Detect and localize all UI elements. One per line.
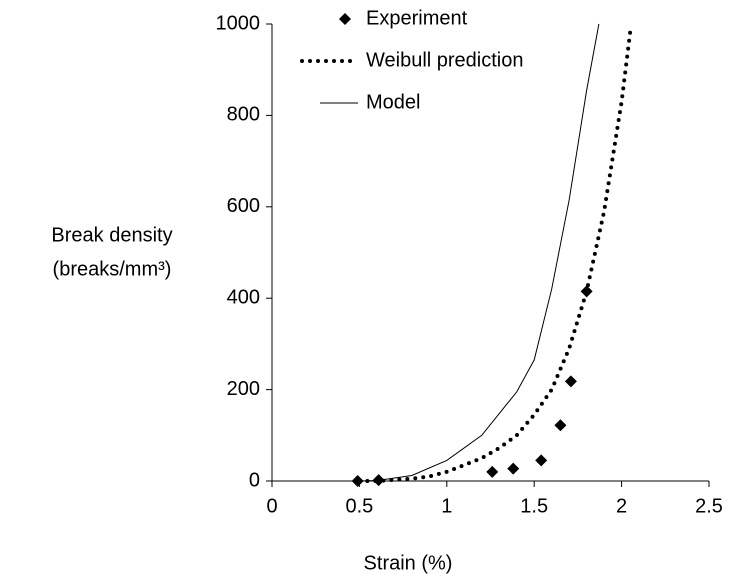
x-tick-label: 0	[266, 495, 277, 517]
legend-label: Experiment	[366, 7, 468, 29]
x-tick-label: 0.5	[345, 495, 373, 517]
y-tick-label: 1000	[216, 12, 261, 34]
y-axis-label: (breaks/mm³)	[53, 258, 172, 280]
x-axis-label: Strain (%)	[364, 552, 453, 574]
y-tick-label: 800	[227, 104, 260, 126]
y-axis-label: Break density	[51, 224, 172, 246]
data-point	[564, 375, 577, 388]
x-tick-label: 1.5	[520, 495, 548, 517]
data-point	[535, 454, 548, 467]
series-line	[272, 23, 600, 482]
legend-marker	[339, 13, 351, 25]
y-tick-label: 600	[227, 195, 260, 217]
y-tick-label: 200	[227, 378, 260, 400]
data-point	[554, 419, 567, 432]
x-tick-label: 2	[616, 495, 627, 517]
x-tick-label: 2.5	[695, 495, 723, 517]
data-point	[486, 465, 499, 478]
data-point	[507, 462, 520, 475]
x-tick-label: 1	[441, 495, 452, 517]
legend-label: Model	[366, 91, 420, 113]
y-tick-label: 400	[227, 286, 260, 308]
legend-label: Weibull prediction	[366, 49, 524, 71]
y-tick-label: 0	[249, 469, 260, 491]
